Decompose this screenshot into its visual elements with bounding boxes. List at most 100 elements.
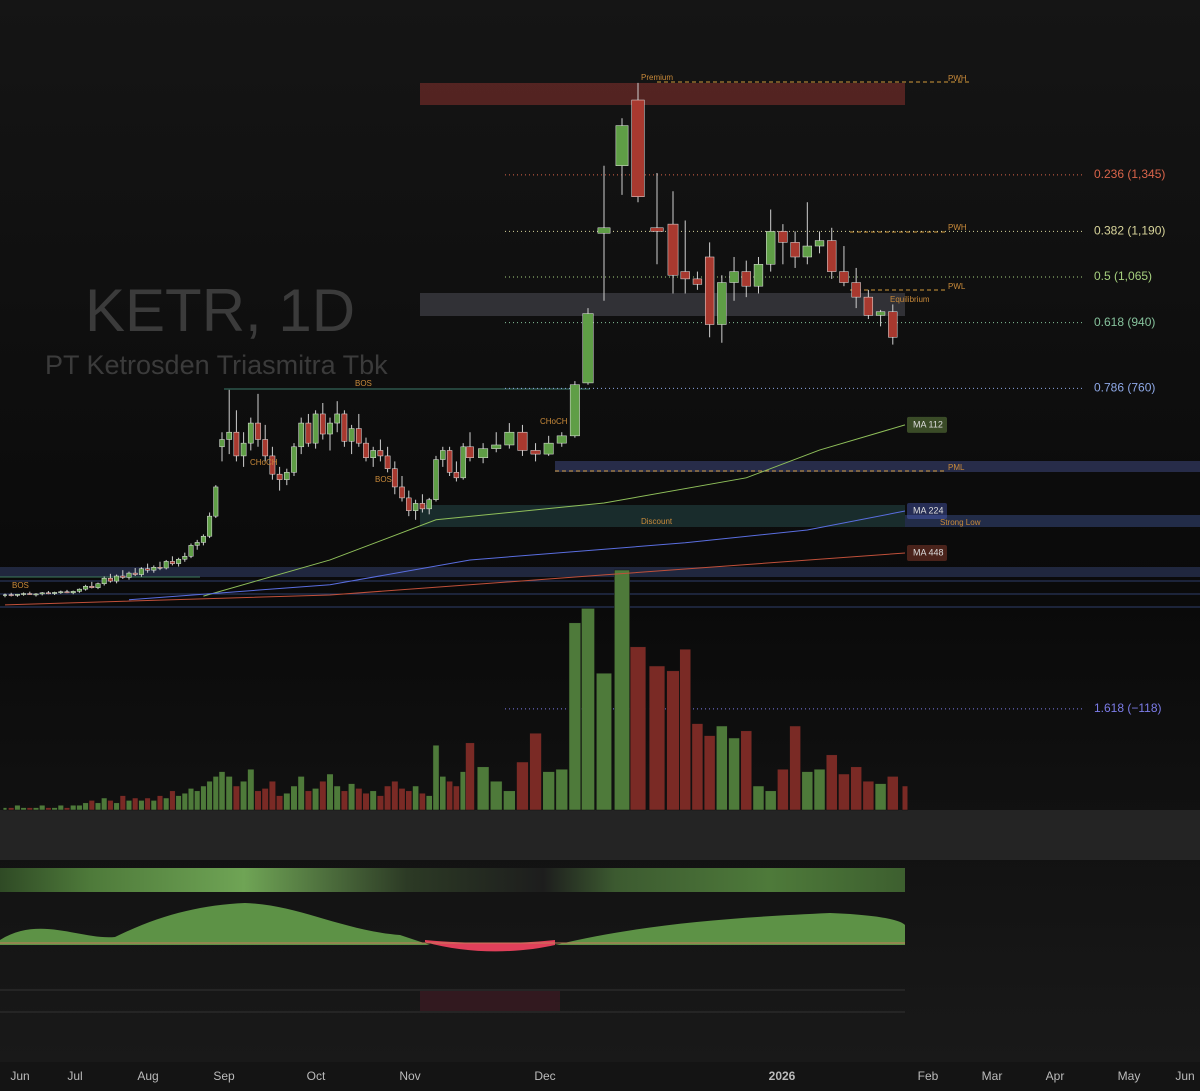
candle-body	[39, 592, 45, 595]
volume-bar	[419, 792, 426, 811]
candle-body	[412, 503, 419, 511]
candle-body	[406, 497, 412, 511]
candle-body	[14, 594, 20, 596]
candle-body	[107, 577, 113, 582]
x-tick-label: 2026	[769, 1069, 796, 1083]
candle-body	[151, 567, 157, 571]
volume-bar	[348, 783, 356, 811]
x-tick-label: Nov	[399, 1069, 420, 1083]
fib-label: 0.236 (1,345)	[1094, 167, 1165, 181]
x-tick-label: Apr	[1046, 1069, 1065, 1083]
candle-body	[543, 442, 554, 455]
volume-bar	[355, 788, 363, 811]
volume-bar	[57, 804, 64, 811]
volume-bar	[691, 723, 704, 811]
candle-body	[650, 227, 664, 232]
candle-body	[597, 227, 611, 234]
volume-bar	[425, 795, 433, 811]
candle-body	[766, 231, 776, 265]
candle-body	[52, 592, 58, 594]
fib-label: 0.618 (940)	[1094, 315, 1155, 329]
volume-bar	[412, 785, 419, 811]
ma-label: MA 448	[913, 547, 944, 557]
volume-bar	[752, 785, 765, 811]
candle-body	[226, 431, 233, 440]
volume-bar	[261, 788, 269, 811]
premium-zone	[420, 83, 905, 105]
volume-bar	[789, 725, 801, 811]
pml-zone	[555, 461, 1200, 472]
candle-body	[269, 455, 276, 475]
volume-bar	[70, 804, 77, 811]
candle-body	[114, 575, 120, 582]
volume-bar	[568, 622, 582, 811]
ma-label-box	[907, 545, 947, 562]
candle-body	[615, 125, 629, 166]
candle-body	[569, 384, 580, 437]
volume-bar	[555, 768, 568, 811]
x-tick-label: Sep	[213, 1069, 235, 1083]
volume-bar	[51, 807, 58, 811]
candle-body	[145, 568, 151, 571]
candle-body	[863, 296, 874, 316]
volume-bar	[614, 569, 630, 811]
candle-body	[21, 593, 27, 595]
volume-bar	[297, 776, 305, 811]
volume-bar	[138, 800, 145, 811]
candle-body	[582, 313, 594, 384]
volume-bar	[304, 790, 312, 811]
volume-bar	[838, 773, 850, 811]
volume-bar	[391, 780, 399, 811]
x-tick-label: May	[1118, 1069, 1141, 1083]
volume-bar	[703, 735, 716, 811]
candle-body	[399, 486, 405, 499]
volume-bar	[516, 761, 529, 811]
x-tick-label: Aug	[137, 1069, 158, 1083]
candle-body	[433, 459, 439, 500]
candle-body	[8, 594, 14, 596]
candle-body	[240, 442, 247, 457]
candle-body	[530, 450, 541, 455]
ma-label-box	[907, 503, 947, 520]
annotation: CHoCH	[540, 417, 568, 426]
volume-bar	[629, 646, 647, 811]
candle-body	[741, 271, 751, 287]
volume-bar	[405, 790, 413, 811]
volume-bar	[503, 790, 516, 811]
pane-separator	[0, 810, 1200, 860]
candle-body	[517, 431, 528, 451]
annotation: PWL	[948, 282, 966, 291]
candle-body	[176, 558, 182, 564]
x-axis-bar	[0, 1062, 1200, 1091]
volume-bar	[679, 648, 691, 811]
annotation: BOS	[12, 581, 29, 590]
annotation: CHoCH	[250, 458, 278, 467]
candle-body	[667, 223, 679, 276]
volume-bar	[362, 792, 370, 811]
volume-bar	[163, 797, 170, 811]
x-tick-label: Jun	[10, 1069, 29, 1083]
chart-subtitle: PT Ketrosden Triasmitra Tbk	[45, 350, 388, 380]
volume-bar	[850, 766, 862, 811]
candle-body	[348, 428, 355, 442]
candle-body	[291, 446, 297, 473]
volume-bar	[254, 790, 262, 811]
x-tick-label: Dec	[534, 1069, 555, 1083]
ma-label-box	[907, 416, 947, 433]
annotation: Premium	[641, 73, 673, 82]
candle-body	[138, 568, 144, 575]
x-tick-label: Oct	[307, 1069, 326, 1083]
volume-bar	[465, 742, 475, 811]
volume-bar	[777, 768, 789, 811]
candle-body	[717, 282, 727, 325]
volume-bar	[125, 800, 133, 811]
candle-body	[255, 422, 261, 440]
strong-low-zone	[905, 515, 1200, 527]
x-tick-label: Jun	[1175, 1069, 1194, 1083]
x-tick-label: Jul	[67, 1069, 82, 1083]
candle-body	[276, 473, 283, 480]
volume-bar	[45, 807, 52, 811]
volume-bar	[206, 780, 213, 811]
candle-body	[219, 439, 225, 448]
candle-body	[341, 413, 348, 442]
